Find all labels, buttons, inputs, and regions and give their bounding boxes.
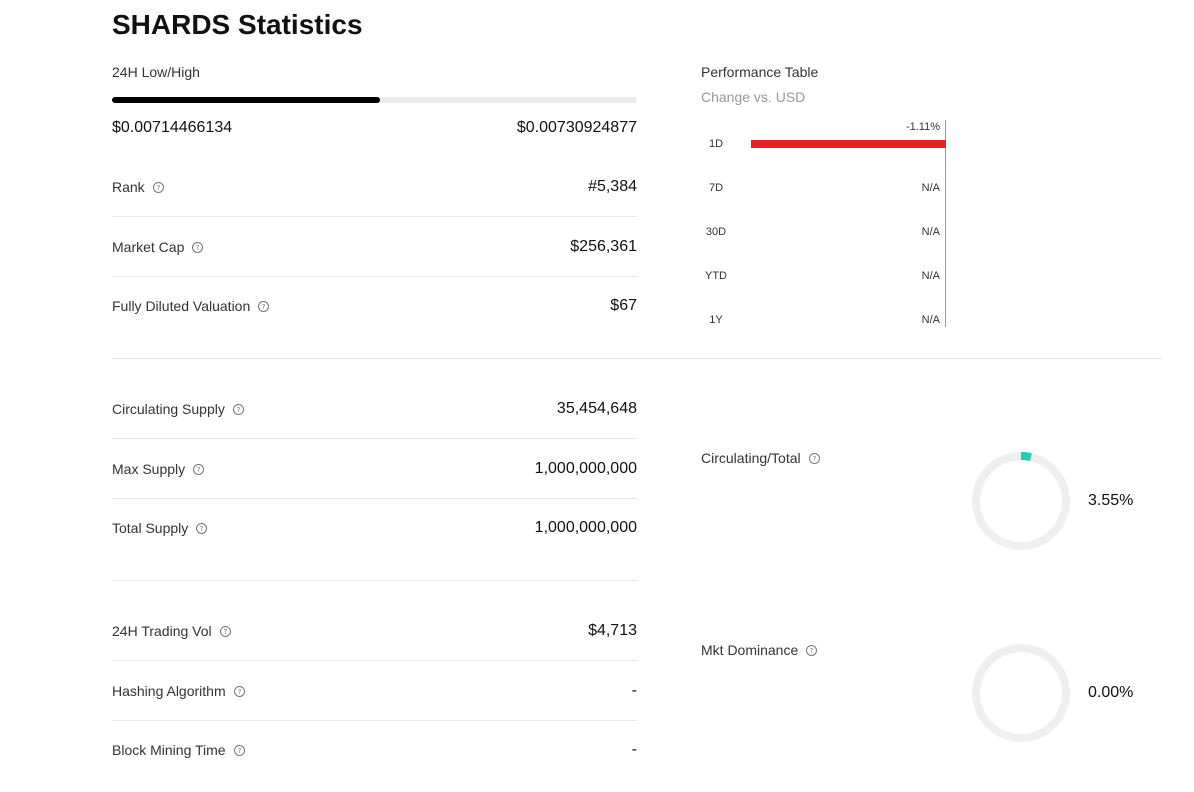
- stat-label: Total Supply: [112, 520, 189, 536]
- info-icon[interactable]: ?: [232, 403, 245, 416]
- stat-label: Circulating Supply: [112, 401, 225, 417]
- stat-value: -: [631, 741, 637, 758]
- mkt-dominance-label-wrap: Mkt Dominance ?: [701, 642, 818, 658]
- perf-period-label: 30D: [705, 226, 727, 238]
- page-title: SHARDS Statistics: [112, 9, 363, 40]
- performance-zero-axis: [945, 120, 946, 327]
- stat-row-hashing-algorithm: Hashing Algorithm ? -: [112, 662, 637, 721]
- info-icon[interactable]: ?: [233, 744, 246, 757]
- stat-value: $4,713: [588, 622, 637, 639]
- info-icon[interactable]: ?: [192, 463, 205, 476]
- stat-label: Market Cap: [112, 239, 185, 255]
- low-value: $0.00714466134: [112, 119, 233, 136]
- performance-subtitle: Change vs. USD: [701, 89, 806, 105]
- stat-label: 24H Trading Vol: [112, 623, 212, 639]
- perf-value: N/A: [921, 270, 940, 282]
- mkt-dominance-value: 0.00%: [1088, 684, 1134, 701]
- info-icon[interactable]: ?: [808, 452, 821, 465]
- info-icon[interactable]: ?: [191, 241, 204, 254]
- stat-row-fdv: Fully Diluted Valuation ? $67: [112, 277, 637, 335]
- circulating-total-ring-fill: [972, 452, 1070, 550]
- stat-row-total-supply: Total Supply ? 1,000,000,000: [112, 499, 637, 557]
- mkt-dominance-ring: [972, 644, 1070, 742]
- stat-value: 35,454,648: [556, 400, 637, 417]
- perf-period-label: YTD: [705, 270, 727, 282]
- svg-text:?: ?: [262, 303, 266, 311]
- section-divider: [112, 580, 637, 581]
- circulating-total-label-wrap: Circulating/Total ?: [701, 450, 821, 466]
- svg-text:?: ?: [196, 244, 200, 252]
- svg-text:?: ?: [200, 525, 204, 533]
- circulating-total-value: 3.55%: [1088, 492, 1134, 509]
- low-high-range-bar: [112, 97, 637, 103]
- info-icon[interactable]: ?: [219, 625, 232, 638]
- info-icon[interactable]: ?: [152, 181, 165, 194]
- stat-value: -: [631, 682, 637, 699]
- stat-value: $256,361: [570, 238, 637, 255]
- stat-row-max-supply: Max Supply ? 1,000,000,000: [112, 440, 637, 499]
- stat-value: #5,384: [588, 178, 637, 195]
- perf-value: N/A: [921, 314, 940, 326]
- low-high-range-fill: [112, 97, 380, 103]
- perf-value: N/A: [921, 226, 940, 238]
- perf-period-label: 1D: [708, 138, 724, 150]
- info-icon[interactable]: ?: [233, 685, 246, 698]
- low-high-label: 24H Low/High: [112, 64, 200, 80]
- svg-text:?: ?: [237, 747, 241, 755]
- stat-row-circulating-supply: Circulating Supply ? 35,454,648: [112, 380, 637, 439]
- perf-period-label: 7D: [708, 182, 724, 194]
- stat-value: 1,000,000,000: [534, 460, 637, 477]
- stat-value: $67: [610, 297, 637, 314]
- svg-text:?: ?: [237, 688, 241, 696]
- stat-label: Fully Diluted Valuation: [112, 298, 251, 314]
- info-icon[interactable]: ?: [805, 644, 818, 657]
- stat-label: Hashing Algorithm: [112, 683, 226, 699]
- svg-text:?: ?: [812, 455, 816, 463]
- perf-value: N/A: [921, 182, 940, 194]
- stat-label: Rank: [112, 179, 145, 195]
- info-icon[interactable]: ?: [257, 300, 270, 313]
- section-divider: [112, 358, 1162, 359]
- stat-label: Max Supply: [112, 461, 186, 477]
- perf-bar-1d: [751, 140, 946, 148]
- stat-row-rank: Rank ? #5,384: [112, 158, 637, 217]
- circulating-total-label: Circulating/Total: [701, 450, 801, 466]
- stat-row-market-cap: Market Cap ? $256,361: [112, 218, 637, 277]
- circulating-total-ring: [972, 452, 1070, 550]
- stat-row-trading-vol: 24H Trading Vol ? $4,713: [112, 602, 637, 661]
- stat-value: 1,000,000,000: [534, 519, 637, 536]
- info-icon[interactable]: ?: [195, 522, 208, 535]
- svg-text:?: ?: [156, 184, 160, 192]
- svg-text:?: ?: [236, 406, 240, 414]
- perf-value: -1.11%: [905, 121, 940, 133]
- svg-text:?: ?: [810, 647, 814, 655]
- performance-title: Performance Table: [701, 64, 819, 80]
- stat-row-block-mining-time: Block Mining Time ? -: [112, 721, 637, 779]
- svg-text:?: ?: [197, 466, 201, 474]
- stat-label: Block Mining Time: [112, 742, 226, 758]
- high-value: $0.00730924877: [516, 119, 637, 136]
- perf-period-label: 1Y: [709, 314, 723, 326]
- svg-text:?: ?: [223, 628, 227, 636]
- mkt-dominance-label: Mkt Dominance: [701, 642, 799, 658]
